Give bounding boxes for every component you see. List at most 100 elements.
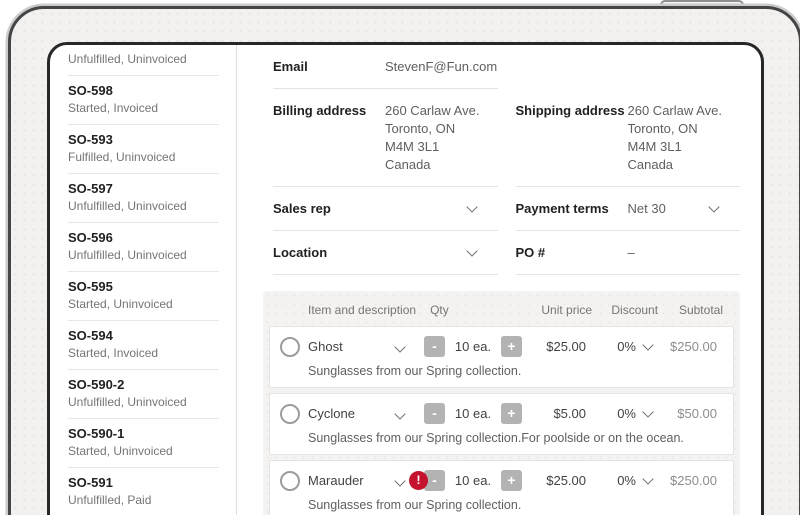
header-item-and-description: Item and description <box>308 303 417 317</box>
shipping-address-value[interactable]: 260 Carlaw Ave. Toronto, ON M4M 3L1 Cana… <box>627 103 722 172</box>
subtotal-value: $250.00 <box>670 339 717 354</box>
sales-rep-dropdown[interactable]: Sales rep <box>273 187 498 231</box>
unit-price-value[interactable]: $25.00 <box>546 473 586 488</box>
tablet-frame: Unfulfilled, Uninvoiced SO-598 Started, … <box>8 6 800 515</box>
order-number: SO-590-1 <box>68 426 125 441</box>
sales-order-list-item[interactable]: SO-597 Unfulfilled, Uninvoiced <box>68 174 219 223</box>
sales-order-list-item[interactable]: SO-591 Unfulfilled, Paid <box>68 468 219 515</box>
tablet-screen: Unfulfilled, Uninvoiced SO-598 Started, … <box>47 42 764 515</box>
po-number-field[interactable]: PO # – <box>515 231 740 275</box>
order-number: SO-598 <box>68 83 113 98</box>
qty-increase-button[interactable]: + <box>501 403 522 424</box>
order-status: Unfulfilled, Uninvoiced <box>68 248 187 262</box>
line-item-row: Marauder ! - 10 ea. + $25.00 0% <box>269 460 734 515</box>
payment-terms-dropdown[interactable]: Payment terms Net 30 <box>515 187 740 231</box>
item-description: Sunglasses from our Spring collection. <box>308 364 522 378</box>
sales-order-list-item[interactable]: SO-598 Started, Invoiced <box>68 76 219 125</box>
qty-increase-button[interactable]: + <box>501 336 522 357</box>
order-detail-panel: Email StevenF@Fun.com Billing address 26… <box>237 45 761 515</box>
order-status: Fulfilled, Uninvoiced <box>68 150 176 164</box>
row-select-radio[interactable] <box>280 403 300 424</box>
billing-address-field[interactable]: Billing address 260 Carlaw Ave. Toronto,… <box>273 89 498 187</box>
item-dropdown[interactable]: Marauder <box>308 473 410 488</box>
qty-value[interactable]: 10 ea. <box>454 406 492 421</box>
order-status: Started, Uninvoiced <box>68 444 173 458</box>
sales-order-list-item[interactable]: SO-594 Started, Invoiced <box>68 321 219 370</box>
po-number-label: PO # <box>515 245 546 260</box>
order-status: Unfulfilled, Uninvoiced <box>68 52 187 66</box>
billing-address-value[interactable]: 260 Carlaw Ave. Toronto, ON M4M 3L1 Cana… <box>385 103 480 172</box>
location-dropdown[interactable]: Location <box>273 231 498 275</box>
line-item-row: Cyclone ! - 10 ea. + $5.00 0% <box>269 393 734 455</box>
qty-decrease-button[interactable]: - <box>424 403 445 424</box>
email-label: Email <box>273 59 308 74</box>
line-item-row: Ghost ! - 10 ea. + $25.00 0% <box>269 326 734 388</box>
sales-order-list-item[interactable]: SO-593 Fulfilled, Uninvoiced <box>68 125 219 174</box>
subtotal-value: $250.00 <box>670 473 717 488</box>
header-unit-price: Unit price <box>541 303 593 317</box>
order-number: SO-590-2 <box>68 377 125 392</box>
billing-address-label: Billing address <box>273 103 367 118</box>
stock-warning-icon[interactable]: ! <box>409 471 428 490</box>
location-label: Location <box>273 245 328 260</box>
payment-terms-label: Payment terms <box>515 201 609 216</box>
discount-dropdown[interactable]: 0% <box>592 473 654 488</box>
chevron-down-icon[interactable] <box>465 201 478 213</box>
sales-rep-label: Sales rep <box>273 201 331 216</box>
chevron-down-icon[interactable] <box>708 201 720 213</box>
order-status: Unfulfilled, Uninvoiced <box>68 395 187 409</box>
item-name: Marauder <box>308 473 364 488</box>
table-header: Item and description Qty Unit price Disc… <box>263 291 740 326</box>
sales-order-list-item[interactable]: SO-590-2 Unfulfilled, Uninvoiced <box>68 370 219 419</box>
order-status: Started, Invoiced <box>68 101 159 115</box>
item-name: Ghost <box>308 339 343 354</box>
shipping-address-field[interactable]: Shipping address 260 Carlaw Ave. Toronto… <box>515 89 740 187</box>
row-select-radio[interactable] <box>280 336 300 357</box>
sales-order-list-item[interactable]: SO-595 Started, Uninvoiced <box>68 272 219 321</box>
discount-dropdown[interactable]: 0% <box>592 406 654 421</box>
chevron-down-icon <box>394 340 406 353</box>
order-status: Started, Invoiced <box>68 346 159 360</box>
row-select-radio[interactable] <box>280 470 300 491</box>
item-description: Sunglasses from our Spring collection.Fo… <box>308 431 684 445</box>
qty-value[interactable]: 10 ea. <box>454 473 492 488</box>
header-discount: Discount <box>611 303 659 317</box>
shipping-address-label: Shipping address <box>515 103 625 118</box>
item-dropdown[interactable]: Cyclone <box>308 406 410 421</box>
empty-cell <box>516 45 741 89</box>
unit-price-value[interactable]: $5.00 <box>553 406 586 421</box>
payment-terms-value: Net 30 <box>627 201 666 216</box>
sales-order-list: Unfulfilled, Uninvoiced SO-598 Started, … <box>50 45 237 515</box>
header-subtotal: Subtotal <box>678 303 723 317</box>
email-value[interactable]: StevenF@Fun.com <box>385 59 498 74</box>
chevron-down-icon <box>394 407 406 420</box>
qty-decrease-button[interactable]: - <box>424 336 445 357</box>
item-dropdown[interactable]: Ghost <box>308 339 410 354</box>
discount-dropdown[interactable]: 0% <box>592 339 654 354</box>
email-field[interactable]: Email StevenF@Fun.com <box>273 45 498 89</box>
qty-decrease-button[interactable]: - <box>424 470 445 491</box>
discount-value: 0% <box>617 473 636 488</box>
order-number: SO-593 <box>68 132 113 147</box>
order-status: Unfulfilled, Paid <box>68 493 152 507</box>
order-number: SO-597 <box>68 181 113 196</box>
chevron-down-icon[interactable] <box>465 245 478 257</box>
sales-order-list-item[interactable]: Unfulfilled, Uninvoiced <box>68 45 219 76</box>
unit-price-value[interactable]: $25.00 <box>546 339 586 354</box>
header-qty: Qty <box>430 303 449 317</box>
chevron-down-icon <box>394 474 406 487</box>
order-number: SO-595 <box>68 279 113 294</box>
order-status: Unfulfilled, Uninvoiced <box>68 199 187 213</box>
item-description: Sunglasses from our Spring collection. <box>308 498 522 512</box>
sales-order-list-item[interactable]: SO-590-1 Started, Uninvoiced <box>68 419 219 468</box>
line-items-table: Item and description Qty Unit price Disc… <box>263 291 740 515</box>
order-status: Started, Uninvoiced <box>68 297 173 311</box>
qty-value[interactable]: 10 ea. <box>454 339 492 354</box>
discount-value: 0% <box>617 339 636 354</box>
sales-order-list-item[interactable]: SO-596 Unfulfilled, Uninvoiced <box>68 223 219 272</box>
order-number: SO-591 <box>68 475 113 490</box>
order-number: SO-594 <box>68 328 113 343</box>
qty-increase-button[interactable]: + <box>501 470 522 491</box>
po-number-value[interactable]: – <box>627 245 635 260</box>
